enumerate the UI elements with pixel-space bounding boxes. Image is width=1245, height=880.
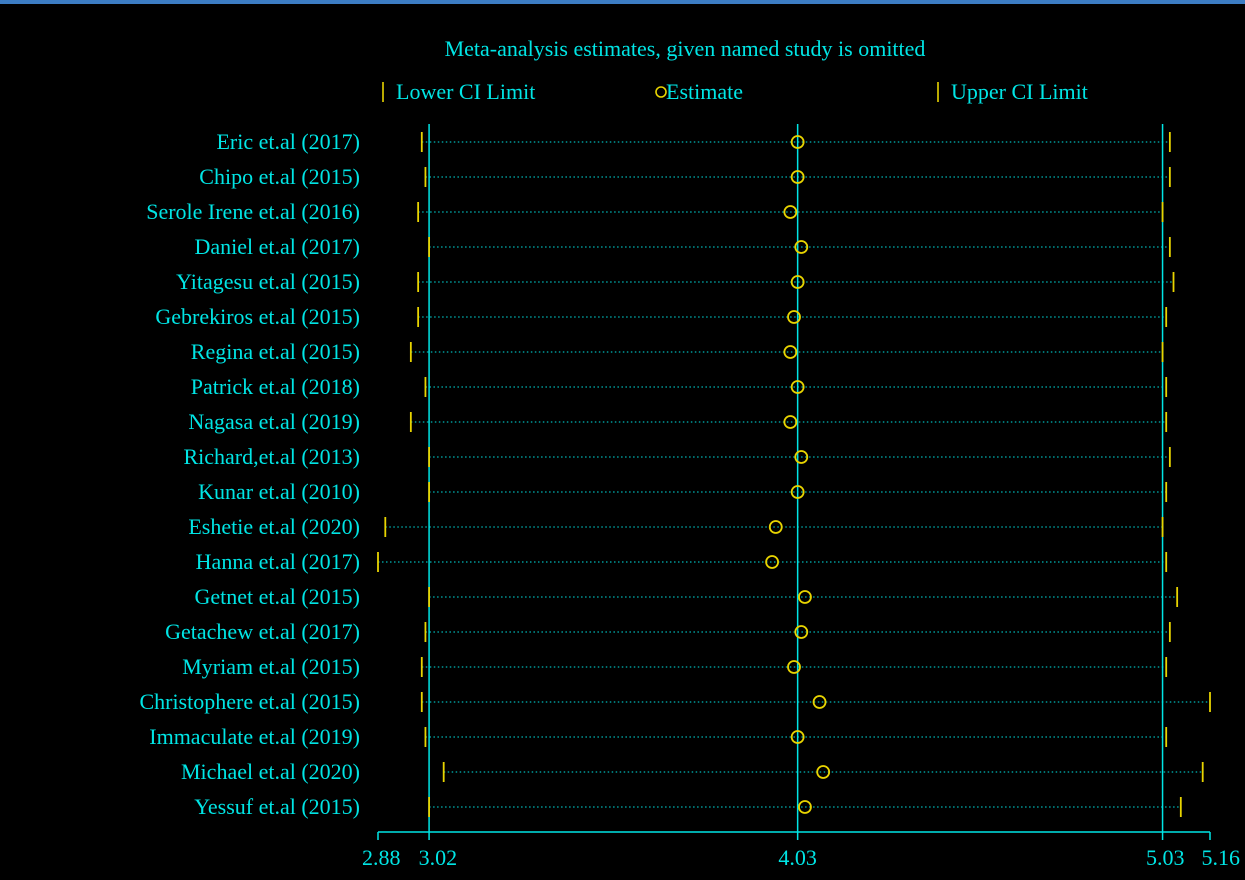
estimate-marker — [783, 415, 798, 429]
study-row: Serole Irene et.al (2016) — [146, 199, 1164, 224]
study-row: Eric et.al (2017) — [216, 129, 1171, 154]
study-row: Yitagesu et.al (2015) — [176, 269, 1175, 294]
legend-estimate-marker — [655, 86, 667, 98]
legend-label: Estimate — [666, 79, 743, 104]
study-label: Yitagesu et.al (2015) — [176, 269, 360, 294]
study-label: Richard,et.al (2013) — [183, 444, 360, 469]
study-label: Patrick et.al (2018) — [191, 374, 360, 399]
study-row: Getachew et.al (2017) — [165, 619, 1171, 644]
study-label: Chipo et.al (2015) — [199, 164, 360, 189]
study-label: Myriam et.al (2015) — [182, 654, 360, 679]
study-label: Getnet et.al (2015) — [194, 584, 360, 609]
estimate-marker — [765, 555, 780, 569]
estimate-marker — [794, 240, 809, 254]
x-axis: 2.88 3.02 4.03 5.03 5.16 — [362, 831, 1241, 870]
study-label: Michael et.al (2020) — [181, 759, 360, 784]
study-row: Hanna et.al (2017) — [196, 549, 1168, 574]
estimate-marker — [798, 800, 812, 814]
estimate-marker — [790, 135, 805, 149]
study-label: Eshetie et.al (2020) — [188, 514, 360, 539]
study-label: Hanna et.al (2017) — [196, 549, 360, 574]
study-label: Christophere et.al (2015) — [139, 689, 360, 714]
study-label: Eric et.al (2017) — [216, 129, 360, 154]
study-row: Christophere et.al (2015) — [139, 689, 1211, 714]
estimate-marker — [790, 730, 805, 744]
study-label: Yessuf et.al (2015) — [194, 794, 360, 819]
study-label: Daniel et.al (2017) — [194, 234, 360, 259]
study-row: Nagasa et.al (2019) — [188, 409, 1168, 434]
study-row: Myriam et.al (2015) — [182, 654, 1168, 679]
legend-item: Lower CI Limit — [382, 79, 535, 104]
estimate-marker — [794, 450, 809, 464]
study-row: Immaculate et.al (2019) — [149, 724, 1168, 749]
study-row: Patrick et.al (2018) — [191, 374, 1168, 399]
study-row: Yessuf et.al (2015) — [194, 794, 1182, 819]
chart-title: Meta-analysis estimates, given named stu… — [445, 36, 926, 61]
estimate-marker — [816, 765, 831, 779]
study-row: Daniel et.al (2017) — [194, 234, 1171, 259]
x-tick-label: 4.03 — [778, 845, 817, 870]
x-tick-label: 2.88 — [362, 845, 401, 870]
study-row: Getnet et.al (2015) — [194, 584, 1179, 609]
legend-item: Estimate — [655, 79, 743, 104]
influence-plot: Meta-analysis estimates, given named stu… — [139, 36, 1241, 870]
estimate-marker — [794, 625, 809, 639]
legend-label: Upper CI Limit — [951, 79, 1088, 104]
estimate-marker — [790, 275, 805, 289]
estimate-marker — [790, 170, 805, 184]
estimate-marker — [787, 310, 801, 324]
estimate-marker — [812, 695, 827, 709]
study-row: Gebrekiros et.al (2015) — [155, 304, 1168, 329]
study-label: Gebrekiros et.al (2015) — [155, 304, 360, 329]
study-label: Immaculate et.al (2019) — [149, 724, 360, 749]
legend-label: Lower CI Limit — [396, 79, 535, 104]
study-label: Nagasa et.al (2019) — [188, 409, 360, 434]
study-label: Getachew et.al (2017) — [165, 619, 360, 644]
x-tick-label: 5.03 — [1146, 845, 1185, 870]
legend: Lower CI Limit Estimate Upper CI Limit — [382, 79, 1088, 104]
study-label: Kunar et.al (2010) — [198, 479, 360, 504]
study-row: Chipo et.al (2015) — [199, 164, 1171, 189]
x-tick-label: 3.02 — [419, 845, 458, 870]
estimate-marker — [787, 660, 801, 674]
x-tick-label: 5.16 — [1202, 845, 1241, 870]
estimate-marker — [783, 345, 798, 359]
study-row: Eshetie et.al (2020) — [188, 514, 1164, 539]
study-label: Serole Irene et.al (2016) — [146, 199, 360, 224]
estimate-marker — [783, 205, 798, 219]
study-row: Regina et.al (2015) — [191, 339, 1164, 364]
estimate-marker — [798, 590, 812, 604]
estimate-marker — [768, 520, 783, 534]
study-row: Richard,et.al (2013) — [183, 444, 1171, 469]
estimate-marker — [790, 380, 805, 394]
study-label: Regina et.al (2015) — [191, 339, 360, 364]
study-rows: Eric et.al (2017) Chipo et.al (2015) Serol… — [139, 129, 1211, 819]
study-row: Kunar et.al (2010) — [198, 479, 1168, 504]
legend-item: Upper CI Limit — [937, 79, 1088, 104]
study-row: Michael et.al (2020) — [181, 759, 1204, 784]
estimate-marker — [790, 485, 805, 499]
reference-lines — [428, 124, 1164, 832]
